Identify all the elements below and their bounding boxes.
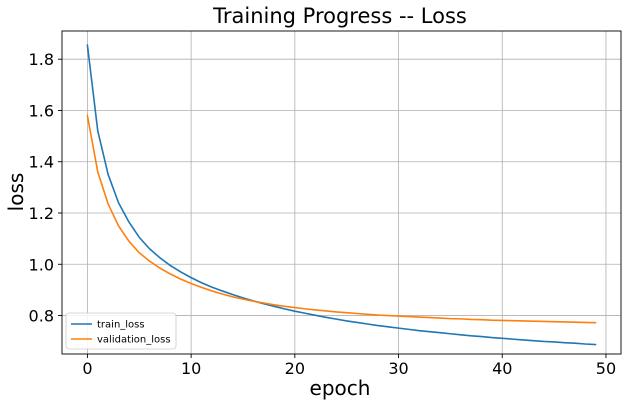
chart-title: Training Progress -- Loss	[212, 4, 467, 28]
x-tick-label: 10	[181, 359, 201, 378]
legend-label-train-loss: train_loss	[97, 320, 145, 331]
series-lines	[86, 44, 597, 346]
y-tick-label: 0.8	[29, 307, 54, 326]
grid	[62, 31, 621, 354]
y-axis-label: loss	[4, 173, 28, 212]
x-axis-label: epoch	[310, 376, 371, 400]
axis-ticks: 0 10 20 30 40 50 0.8 1.0 1.2 1.4 1.6 1.8	[29, 50, 617, 378]
y-tick-label: 1.0	[29, 255, 54, 274]
x-tick-label: 50	[596, 359, 616, 378]
legend: train_loss validation_loss	[65, 312, 177, 350]
series-line-validation-loss	[86, 114, 597, 324]
y-tick-label: 1.8	[29, 50, 54, 69]
y-tick-label: 1.2	[29, 204, 54, 223]
x-tick-label: 0	[82, 359, 92, 378]
x-tick-label: 30	[388, 359, 408, 378]
x-tick-label: 40	[492, 359, 512, 378]
legend-box	[65, 312, 177, 350]
x-tick-label: 20	[285, 359, 305, 378]
legend-label-validation-loss: validation_loss	[97, 335, 171, 346]
plot-frame	[61, 30, 622, 355]
y-tick-label: 1.4	[29, 153, 54, 172]
y-tick-label: 1.6	[29, 101, 54, 120]
series-line-train-loss	[86, 44, 597, 346]
